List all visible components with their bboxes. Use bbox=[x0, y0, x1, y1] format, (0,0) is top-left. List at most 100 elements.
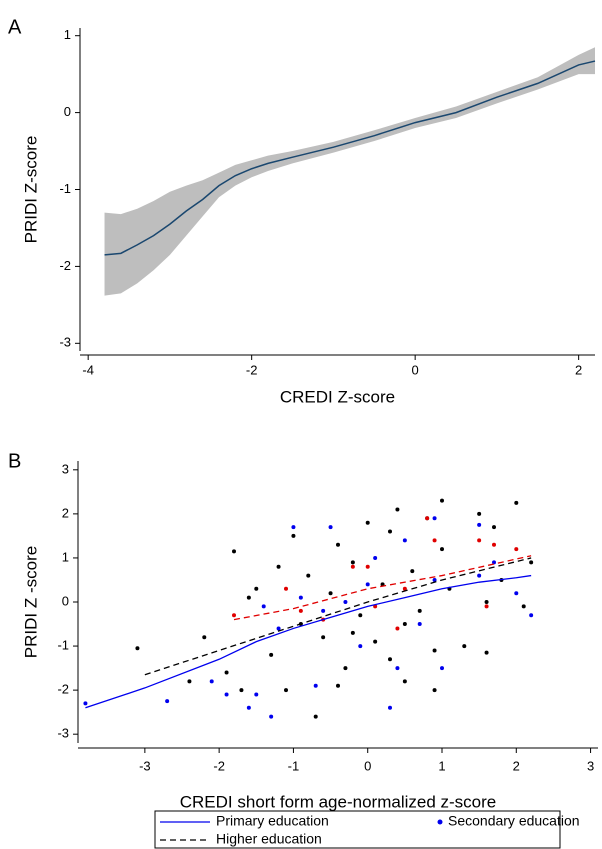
point bbox=[83, 701, 88, 706]
point bbox=[254, 692, 259, 697]
point bbox=[276, 564, 281, 569]
point bbox=[395, 626, 400, 631]
x-tick-label: -1 bbox=[288, 758, 300, 773]
y-tick-label: 2 bbox=[62, 505, 69, 520]
point bbox=[284, 586, 288, 591]
point bbox=[402, 538, 407, 543]
point bbox=[336, 542, 340, 547]
point bbox=[350, 564, 355, 569]
point bbox=[365, 520, 370, 525]
point bbox=[410, 569, 415, 574]
y-axis-title: PRIDI Z -score bbox=[21, 546, 40, 658]
point bbox=[462, 644, 467, 649]
point bbox=[350, 630, 355, 635]
legend-label: Primary education bbox=[216, 813, 329, 829]
point bbox=[291, 533, 296, 538]
point bbox=[209, 679, 214, 684]
x-tick-label: 3 bbox=[587, 758, 594, 773]
panel-label: A bbox=[8, 16, 22, 38]
point bbox=[395, 666, 400, 671]
point bbox=[514, 591, 519, 596]
point bbox=[373, 555, 378, 560]
point bbox=[232, 613, 236, 618]
point bbox=[432, 688, 437, 693]
point bbox=[321, 608, 326, 613]
point bbox=[521, 604, 526, 609]
point bbox=[432, 648, 437, 653]
point bbox=[492, 525, 496, 530]
legend-box bbox=[154, 810, 561, 849]
line bbox=[104, 60, 596, 256]
point bbox=[484, 650, 489, 655]
point bbox=[232, 549, 236, 554]
point bbox=[477, 573, 482, 578]
point bbox=[432, 538, 437, 543]
point bbox=[529, 560, 534, 565]
point bbox=[440, 498, 444, 503]
point bbox=[402, 679, 407, 684]
point bbox=[440, 666, 444, 671]
point bbox=[165, 699, 170, 704]
x-axis-title: CREDI short form age-normalized z-score bbox=[180, 792, 496, 811]
point bbox=[276, 626, 281, 631]
point bbox=[269, 652, 274, 657]
x-axis-title: CREDI Z-score bbox=[280, 387, 395, 406]
x-tick-label: 0 bbox=[412, 362, 419, 377]
x-tick-label: -2 bbox=[213, 758, 225, 773]
point bbox=[246, 705, 251, 710]
point bbox=[269, 714, 274, 719]
point bbox=[298, 608, 303, 613]
point bbox=[313, 683, 318, 688]
point bbox=[343, 666, 348, 671]
point bbox=[187, 679, 192, 684]
point bbox=[336, 683, 340, 688]
y-tick-label: 0 bbox=[64, 104, 71, 119]
point bbox=[484, 604, 489, 609]
point bbox=[484, 600, 489, 604]
point bbox=[432, 577, 437, 582]
x-tick-label: -4 bbox=[82, 362, 94, 377]
point bbox=[440, 547, 444, 552]
point bbox=[239, 688, 244, 693]
panel-label: B bbox=[8, 450, 21, 472]
point bbox=[306, 573, 311, 578]
y-tick-label: -3 bbox=[59, 335, 71, 350]
point bbox=[328, 591, 333, 596]
point bbox=[529, 613, 534, 618]
x-tick-label: 0 bbox=[364, 758, 371, 773]
y-tick-label: 1 bbox=[64, 27, 71, 42]
x-tick-label: 1 bbox=[438, 758, 445, 773]
point bbox=[254, 586, 259, 591]
point bbox=[358, 644, 363, 649]
point bbox=[365, 582, 370, 587]
point bbox=[261, 604, 266, 609]
point bbox=[477, 511, 482, 516]
point bbox=[432, 516, 437, 521]
fit-line bbox=[144, 557, 532, 676]
y-tick-label: 1 bbox=[62, 549, 69, 564]
point bbox=[388, 657, 392, 662]
fit-line bbox=[233, 555, 532, 621]
y-axis-title: PRIDI Z-score bbox=[21, 136, 40, 244]
y-tick-label: -1 bbox=[59, 181, 71, 196]
point bbox=[224, 692, 229, 697]
point bbox=[373, 639, 378, 644]
point bbox=[358, 613, 363, 618]
x-tick-label: 2 bbox=[513, 758, 520, 773]
legend-label: Secondary education bbox=[448, 813, 580, 829]
point bbox=[514, 500, 519, 505]
y-tick-label: 0 bbox=[62, 593, 69, 608]
point bbox=[395, 507, 400, 512]
point bbox=[417, 622, 422, 627]
point bbox=[328, 525, 333, 530]
y-tick-label: -3 bbox=[57, 726, 69, 741]
legend-label: Higher education bbox=[216, 831, 322, 847]
point bbox=[350, 560, 355, 565]
point bbox=[425, 516, 430, 521]
x-tick-label: -2 bbox=[246, 362, 258, 377]
y-tick-label: -2 bbox=[59, 258, 71, 273]
point bbox=[365, 564, 370, 569]
point bbox=[388, 705, 392, 710]
y-tick-label: -1 bbox=[57, 638, 69, 653]
point bbox=[477, 522, 482, 527]
